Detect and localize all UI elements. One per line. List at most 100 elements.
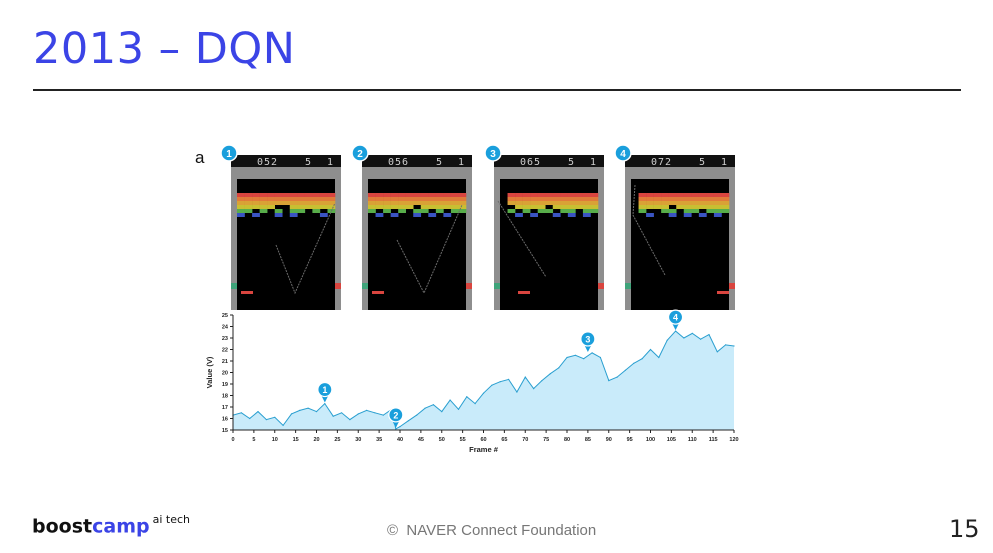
marker-number: 3 bbox=[490, 149, 496, 160]
x-tick-label: 70 bbox=[522, 437, 528, 443]
brick bbox=[552, 197, 561, 201]
brick bbox=[721, 205, 730, 209]
brick bbox=[312, 193, 321, 197]
brick bbox=[545, 197, 554, 201]
data-point bbox=[708, 334, 710, 336]
right-wall bbox=[729, 167, 735, 310]
brick bbox=[646, 213, 654, 217]
x-tick-label: 90 bbox=[606, 437, 612, 443]
brick bbox=[537, 201, 546, 205]
brick bbox=[575, 197, 584, 201]
brick bbox=[319, 197, 328, 201]
brick bbox=[428, 193, 437, 197]
brick bbox=[435, 197, 444, 201]
brick bbox=[706, 201, 715, 205]
brick bbox=[244, 205, 253, 209]
data-point bbox=[374, 412, 376, 414]
brick bbox=[698, 213, 707, 217]
x-tick-label: 0 bbox=[231, 437, 234, 443]
brick bbox=[522, 193, 531, 197]
y-tick-label: 18 bbox=[222, 394, 228, 400]
brick bbox=[297, 209, 306, 213]
brick bbox=[244, 201, 253, 205]
brick bbox=[552, 193, 561, 197]
brick bbox=[390, 201, 399, 205]
brick bbox=[319, 205, 328, 209]
brick bbox=[428, 197, 437, 201]
value-area bbox=[233, 331, 734, 430]
brick bbox=[413, 209, 422, 213]
brick bbox=[405, 197, 414, 201]
y-axis-label: Value (V) bbox=[205, 356, 214, 388]
brick bbox=[653, 193, 662, 197]
x-tick-label: 65 bbox=[501, 437, 507, 443]
brick bbox=[552, 201, 561, 205]
brick bbox=[545, 193, 554, 197]
brick bbox=[435, 205, 444, 209]
brick bbox=[297, 193, 306, 197]
brick bbox=[545, 209, 554, 213]
brick bbox=[428, 201, 437, 205]
player-text: 1 bbox=[458, 157, 464, 168]
brick bbox=[252, 201, 260, 205]
x-tick-label: 60 bbox=[480, 437, 486, 443]
data-point bbox=[633, 362, 635, 364]
left-marker bbox=[625, 283, 631, 289]
brick bbox=[274, 209, 283, 213]
brick bbox=[435, 209, 444, 213]
x-tick-label: 40 bbox=[397, 437, 403, 443]
x-tick-label: 45 bbox=[418, 437, 424, 443]
chart-marker: 1 bbox=[317, 381, 333, 403]
x-tick-label: 95 bbox=[627, 437, 633, 443]
y-tick-label: 19 bbox=[222, 382, 228, 388]
brick bbox=[522, 205, 531, 209]
data-point bbox=[299, 409, 301, 411]
brick bbox=[668, 197, 677, 201]
brick bbox=[676, 193, 685, 197]
data-point bbox=[533, 388, 535, 390]
brick bbox=[304, 205, 313, 209]
data-point bbox=[725, 344, 727, 346]
brick bbox=[259, 209, 268, 213]
y-tick-label: 16 bbox=[222, 417, 228, 423]
brick bbox=[319, 213, 328, 217]
value-line bbox=[232, 330, 735, 430]
data-point bbox=[332, 415, 334, 417]
brick bbox=[567, 205, 576, 209]
brick bbox=[274, 193, 283, 197]
brick bbox=[590, 209, 599, 213]
brick bbox=[398, 209, 406, 213]
brick bbox=[282, 197, 291, 201]
brick bbox=[267, 193, 275, 197]
brick bbox=[368, 201, 376, 205]
brick bbox=[567, 213, 576, 217]
brick bbox=[289, 205, 298, 209]
brick bbox=[698, 205, 707, 209]
brick bbox=[683, 213, 692, 217]
data-point bbox=[424, 407, 426, 409]
brick bbox=[443, 193, 452, 197]
brick bbox=[368, 193, 376, 197]
data-point bbox=[716, 351, 718, 353]
brick bbox=[661, 205, 669, 209]
brick bbox=[646, 201, 654, 205]
brick bbox=[567, 197, 576, 201]
data-point bbox=[491, 384, 493, 386]
brick bbox=[713, 213, 722, 217]
brick bbox=[646, 205, 654, 209]
brick bbox=[661, 201, 669, 205]
data-point bbox=[733, 345, 735, 347]
lives-text: 5 bbox=[699, 157, 705, 168]
brick bbox=[244, 209, 253, 213]
brick bbox=[383, 209, 391, 213]
x-tick-label: 5 bbox=[252, 437, 255, 443]
data-point bbox=[524, 376, 526, 378]
brick bbox=[420, 205, 429, 209]
data-point bbox=[482, 392, 485, 394]
brick bbox=[698, 193, 707, 197]
data-point bbox=[508, 378, 510, 380]
brick bbox=[375, 193, 384, 197]
y-tick-label: 25 bbox=[222, 313, 228, 319]
data-point bbox=[416, 414, 418, 416]
brick bbox=[304, 197, 313, 201]
